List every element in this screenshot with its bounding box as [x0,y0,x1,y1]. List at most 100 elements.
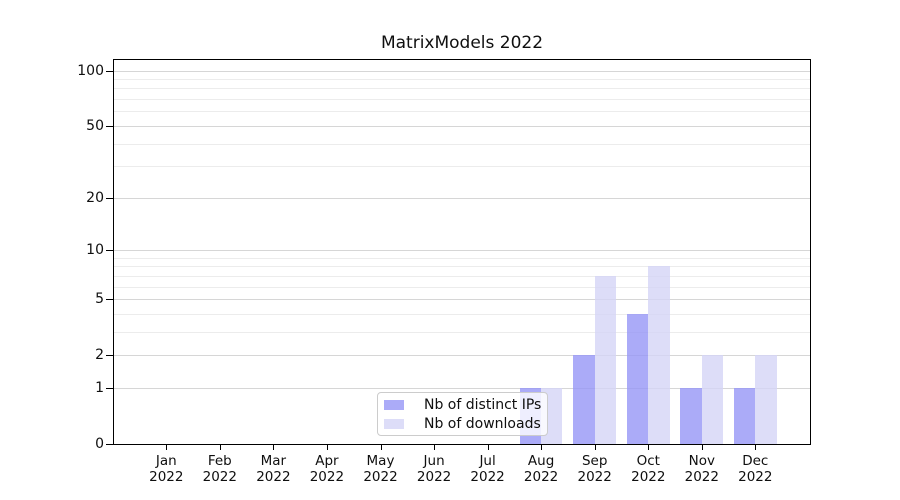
x-tick-year: 2022 [631,469,666,485]
x-tick-year: 2022 [256,469,291,485]
bar-downloads-nov [701,355,724,444]
x-tick-year: 2022 [363,469,398,485]
x-tick-year: 2022 [149,469,184,485]
y-tick-mark [106,299,113,300]
minor-gridline [114,111,810,113]
x-tick-mark [755,444,757,450]
x-tick-year: 2022 [523,469,559,485]
x-tick-month: Jan [155,453,177,469]
y-tick-label: 10 [86,241,104,258]
major-gridline [114,125,810,127]
minor-gridline [114,143,810,145]
bar-distinct-ips-sep [573,355,595,444]
x-tick-label: Oct 2022 [621,453,675,485]
x-tick-month: May [366,453,395,469]
x-tick-mark [326,444,328,450]
x-tick-year: 2022 [309,469,345,485]
x-tick-mark [380,444,382,450]
x-tick-label: May 2022 [354,453,408,485]
x-tick-month: Sep [581,453,608,469]
x-tick-label: Nov 2022 [675,453,729,485]
major-gridline [114,387,810,389]
minor-gridline [114,331,810,333]
x-tick-mark [219,444,221,450]
x-tick-month: Feb [207,453,232,469]
y-tick-label: 0 [95,436,104,452]
legend: Nb of distinct IPs Nb of downloads [377,392,548,436]
y-tick-label: 50 [86,117,104,134]
x-tick-label: Apr 2022 [300,453,354,485]
minor-gridline [114,275,810,277]
x-tick-label: Jul 2022 [461,453,515,485]
bar-downloads-sep [594,275,617,444]
x-tick-year: 2022 [738,469,773,485]
x-tick-year: 2022 [684,469,719,485]
y-tick-label: 20 [86,189,104,206]
y-tick-label: 2 [95,347,104,364]
y-tick-label: 1 [95,379,104,396]
x-tick-month: Dec [742,453,769,469]
legend-item: Nb of distinct IPs [384,395,542,414]
y-tick-mark [106,197,113,199]
x-tick-label: Aug 2022 [514,453,568,485]
y-tick-mark [106,444,113,445]
x-tick-mark [273,444,275,450]
minor-gridline [114,88,810,90]
x-tick-mark [648,444,650,450]
x-tick-mark [487,444,489,450]
bar-distinct-ips-dec [733,387,756,444]
legend-label: Nb of downloads [424,415,541,432]
x-tick-mark [541,444,543,450]
x-tick-month: Jul [479,453,496,469]
x-tick-year: 2022 [577,469,612,485]
legend-swatch-distinct-ips [384,399,404,410]
plot-area: Nb of distinct IPs Nb of downloads [113,59,811,445]
x-tick-label: Feb 2022 [193,453,247,485]
major-gridline [114,249,810,251]
x-tick-mark [166,444,168,450]
x-tick-year: 2022 [470,469,505,485]
bar-downloads-dec [755,355,777,444]
x-tick-label: Jan 2022 [139,453,193,485]
y-tick-label: 5 [95,291,104,307]
x-tick-mark [701,444,703,450]
bar-distinct-ips-nov [680,387,702,444]
minor-gridline [114,257,810,259]
major-gridline [114,197,810,199]
minor-gridline [114,286,810,288]
y-tick-label: 100 [77,62,104,79]
x-tick-month: Nov [688,453,715,469]
x-tick-year: 2022 [202,469,237,485]
y-tick-mark [106,387,113,389]
x-tick-year: 2022 [416,469,452,485]
minor-gridline [114,99,810,100]
x-tick-month: Jun [423,453,445,469]
y-tick-mark [106,125,113,127]
y-tick-mark [106,355,113,357]
x-tick-label: Sep 2022 [568,453,622,485]
legend-label: Nb of distinct IPs [424,396,542,413]
x-tick-month: Mar [260,453,287,469]
minor-gridline [114,313,810,315]
x-tick-month: Aug [527,453,555,469]
y-tick-mark [106,249,113,251]
bar-distinct-ips-oct [626,313,649,444]
x-tick-label: Jun 2022 [407,453,461,485]
chart-title: MatrixModels 2022 [380,33,544,53]
x-tick-mark [594,444,596,450]
x-tick-month: Oct [636,453,660,469]
x-tick-label: Mar 2022 [246,453,300,485]
x-tick-label: Dec 2022 [728,453,782,485]
bar-downloads-oct [648,266,670,444]
legend-item: Nb of downloads [384,414,541,433]
major-gridline [114,299,810,300]
legend-swatch-downloads [384,418,404,429]
x-tick-month: Apr [315,453,339,469]
major-gridline [114,355,810,357]
minor-gridline [114,166,810,168]
y-tick-mark [106,70,113,72]
x-tick-mark [434,444,436,450]
major-gridline [114,70,810,72]
minor-gridline [114,78,810,80]
